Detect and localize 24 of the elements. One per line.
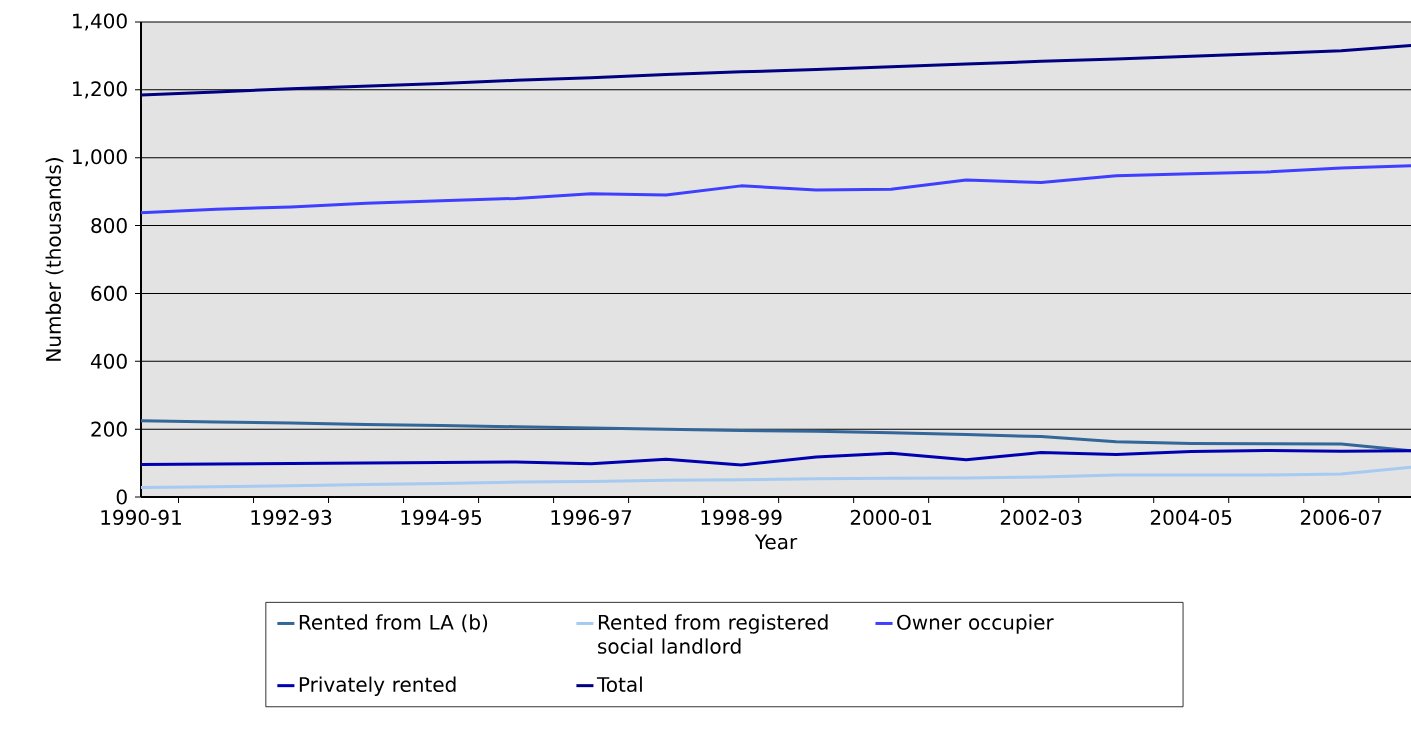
x-tick-label: 1994-95 xyxy=(401,509,482,525)
y-tick-label: 1,000 xyxy=(73,149,127,167)
y-tick-label: 800 xyxy=(91,218,127,234)
x-tick-label: 1998-99 xyxy=(701,509,782,525)
legend-label: Owner occupier xyxy=(897,614,1054,634)
y-tick-label: 0 xyxy=(116,489,127,505)
x-tick-label: 1990-91 xyxy=(101,509,181,525)
legend-label: Rented from LA (b) xyxy=(299,614,488,633)
x-axis-title: Year xyxy=(754,534,798,550)
x-tick-label: 1992-93 xyxy=(251,509,332,525)
y-tick-label: 200 xyxy=(91,421,127,437)
x-tick-label: 2000-01 xyxy=(850,509,932,525)
y-tick-label: 1,400 xyxy=(73,13,127,31)
y-tick-label: 400 xyxy=(90,353,127,369)
x-tick-label: 2004-05 xyxy=(1150,509,1232,525)
x-tick-label: 1996-97 xyxy=(551,509,632,525)
legend-label: Total xyxy=(596,676,642,693)
y-axis-title: Number (thousands) xyxy=(45,158,64,361)
x-tick-label: 2002-03 xyxy=(1000,509,1082,525)
legend-label: Rented from registered social landlord xyxy=(598,614,828,654)
x-tick-label: 2006-07 xyxy=(1300,509,1382,525)
legend-label: Privately rented xyxy=(299,676,456,696)
y-tick-label: 1,200 xyxy=(73,81,127,99)
y-tick-label: 600 xyxy=(91,285,127,301)
